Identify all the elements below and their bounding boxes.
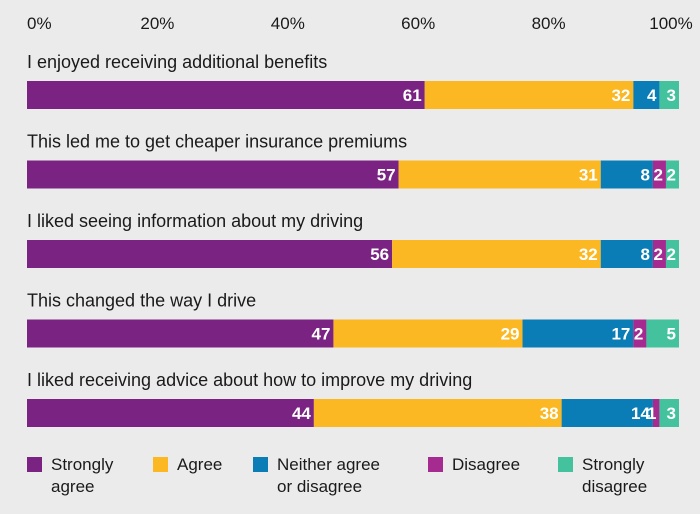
category-label: I liked seeing information about my driv…	[27, 211, 363, 231]
bar-segment	[665, 240, 679, 268]
bar-segment	[27, 160, 399, 189]
legend-label: Agree	[177, 455, 222, 474]
bar-segment	[659, 399, 679, 427]
legend-swatch	[27, 457, 42, 472]
data-label: 61	[403, 86, 422, 105]
x-tick-label: 0%	[27, 14, 52, 33]
bar-segment	[652, 160, 666, 189]
legend-label: or disagree	[277, 477, 362, 496]
data-label: 4	[647, 86, 657, 105]
legend-label: Disagree	[452, 455, 520, 474]
category-label: I enjoyed receiving additional benefits	[27, 52, 327, 72]
bar-segment	[600, 240, 653, 268]
data-label: 2	[667, 245, 676, 264]
data-label: 5	[667, 325, 676, 344]
data-label: 31	[579, 166, 598, 185]
legend-label: Strongly	[51, 455, 114, 474]
bar-segment	[600, 160, 653, 189]
bar-segment	[313, 399, 562, 427]
data-label: 8	[640, 166, 649, 185]
bar-segment	[27, 399, 314, 427]
legend-label: disagree	[582, 477, 647, 496]
bar-segment	[665, 160, 679, 189]
category-label: This led me to get cheaper insurance pre…	[27, 132, 407, 152]
bar-segment	[633, 81, 660, 109]
x-tick-label: 100%	[649, 14, 692, 33]
category-label: I liked receiving advice about how to im…	[27, 370, 472, 390]
data-label: 32	[579, 245, 598, 264]
data-label: 38	[540, 404, 559, 423]
data-label: 8	[640, 245, 649, 264]
bar-segment	[652, 240, 666, 268]
legend-swatch	[153, 457, 168, 472]
data-label: 14	[631, 404, 650, 423]
bar-segment	[522, 319, 634, 348]
bar-segment	[424, 81, 634, 109]
data-label: 47	[312, 325, 331, 344]
bar-segment	[333, 319, 523, 348]
data-label: 29	[501, 325, 520, 344]
data-label: 2	[634, 325, 643, 344]
data-label: 2	[653, 245, 662, 264]
x-tick-label: 40%	[271, 14, 305, 33]
x-tick-label: 20%	[140, 14, 174, 33]
bar-segment	[27, 240, 393, 268]
legend-label: Strongly	[582, 455, 645, 474]
legend-swatch	[558, 457, 573, 472]
bar-segment	[561, 399, 653, 427]
data-label: 3	[667, 86, 676, 105]
bar-segment	[27, 319, 334, 348]
x-tick-label: 80%	[532, 14, 566, 33]
bar-segment	[659, 81, 679, 109]
data-label: 1	[647, 404, 656, 423]
bar-segment	[633, 319, 647, 348]
data-label: 2	[653, 166, 662, 185]
bar-segment	[646, 319, 679, 348]
bar-segment	[392, 240, 601, 268]
bar-segment	[398, 160, 601, 189]
legend-swatch	[428, 457, 443, 472]
data-label: 17	[611, 325, 630, 344]
x-tick-label: 60%	[401, 14, 435, 33]
legend-label: Neither agree	[277, 455, 380, 474]
legend-label: agree	[51, 477, 94, 496]
category-label: This changed the way I drive	[27, 291, 256, 311]
data-label: 56	[370, 245, 389, 264]
bar-segment	[652, 399, 660, 427]
data-label: 3	[667, 404, 676, 423]
data-label: 2	[667, 166, 676, 185]
data-label: 57	[377, 166, 396, 185]
legend-swatch	[253, 457, 268, 472]
data-label: 32	[611, 86, 630, 105]
data-label: 44	[292, 404, 311, 423]
bar-segment	[27, 81, 425, 109]
